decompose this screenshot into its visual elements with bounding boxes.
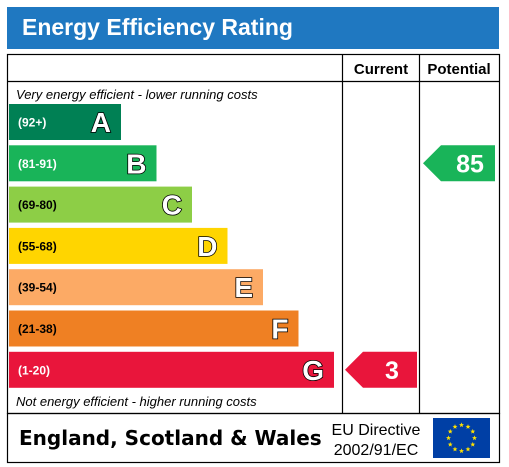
eu-star-icon (452, 424, 458, 429)
band-bar-d (9, 227, 228, 264)
current-rating-arrow (345, 351, 417, 388)
band-bar-g (9, 351, 334, 388)
band-bar-a (9, 104, 121, 140)
eu-star-icon (447, 441, 453, 447)
eu-star-icon (470, 428, 476, 434)
potential-rating-value: 85 (456, 150, 484, 178)
band-range-f: (21-38) (18, 322, 57, 336)
band-range-b: (81-91) (18, 157, 57, 171)
band-letter-b: B (126, 148, 146, 179)
top-efficiency-note: Very energy efficient - lower running co… (16, 87, 258, 102)
band-range-c: (69-80) (18, 198, 57, 212)
header-bar (7, 7, 499, 49)
band-range-e: (39-54) (18, 281, 57, 295)
band-letter-a: A (91, 107, 111, 138)
band-letter-c: C (162, 190, 182, 221)
eu-star-icon (452, 446, 458, 452)
band-range-d: (55-68) (18, 239, 57, 253)
band-bar-f (9, 310, 299, 347)
potential-column-header: Potential (427, 61, 490, 78)
band-letter-d: D (197, 231, 217, 262)
eu-star-icon (459, 448, 464, 454)
band-bar-c (9, 186, 192, 223)
eu-directive-line1: EU Directive (332, 422, 421, 439)
band-letter-e: E (234, 272, 253, 303)
eu-star-icon (459, 422, 464, 428)
eu-star-icon (446, 435, 451, 441)
footer-frame (6, 412, 501, 464)
eu-star-icon (472, 435, 477, 441)
band-range-a: (92+) (18, 116, 46, 130)
footer-region: England, Scotland & Wales (19, 426, 322, 450)
band-letter-f: F (271, 314, 288, 345)
band-letter-g: G (302, 355, 324, 386)
eu-star-icon (447, 428, 453, 434)
eu-star-icon (465, 424, 471, 429)
potential-rating-arrow (423, 145, 495, 182)
eu-star-icon (465, 446, 471, 452)
bottom-efficiency-note: Not energy efficient - higher running co… (16, 394, 257, 409)
band-range-g: (1-20) (18, 363, 50, 377)
band-bar-e (9, 269, 263, 306)
current-rating-value: 3 (385, 357, 399, 385)
chart-title: Energy Efficiency Rating (22, 14, 293, 40)
eu-star-icon (470, 441, 476, 447)
eu-directive-line2: 2002/91/EC (334, 442, 419, 459)
band-bar-b (9, 145, 157, 182)
current-column-header: Current (354, 61, 408, 78)
